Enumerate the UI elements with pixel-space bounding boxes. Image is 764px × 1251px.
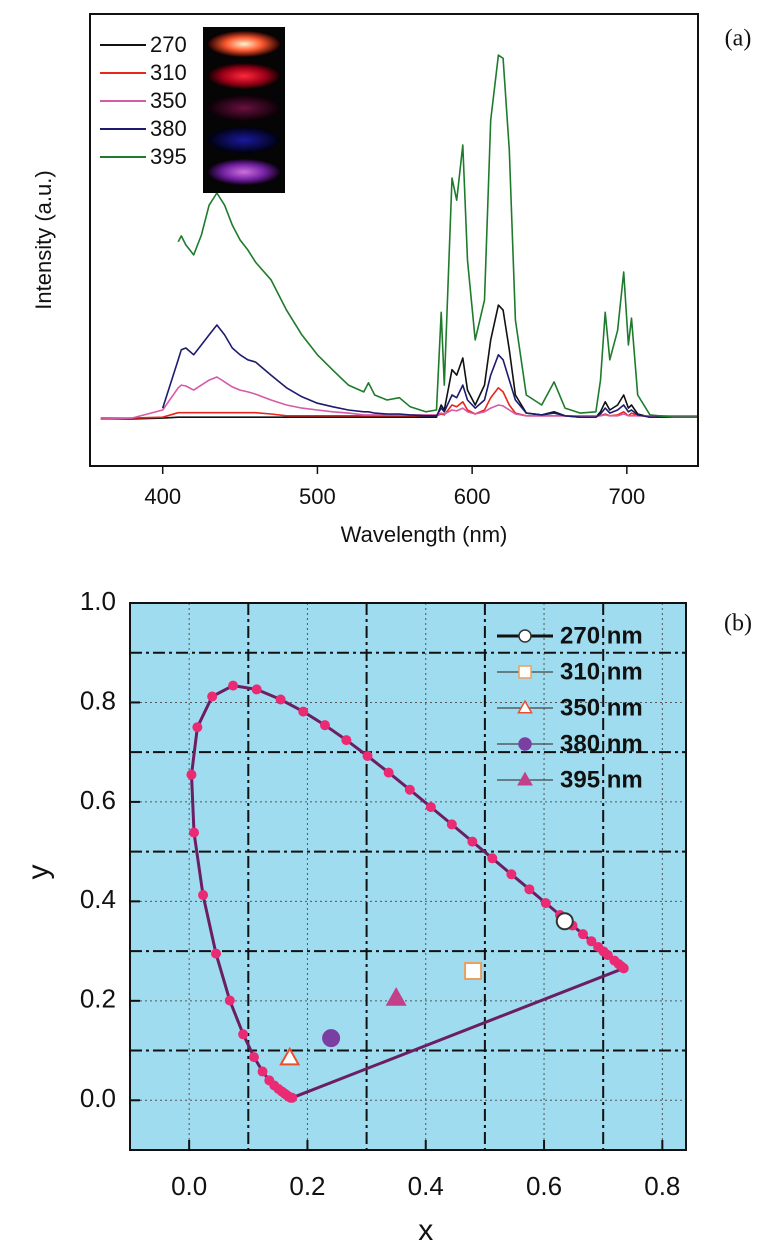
legend-marker xyxy=(518,737,532,751)
locus-point xyxy=(506,869,517,880)
locus-point xyxy=(467,836,478,847)
locus-point xyxy=(251,684,262,695)
series-line xyxy=(100,304,698,420)
marker xyxy=(555,912,574,931)
locus-point xyxy=(186,769,197,780)
locus-point xyxy=(238,1029,249,1040)
locus-point xyxy=(188,827,199,838)
legend-label: 270 nm xyxy=(560,622,643,649)
locus-point xyxy=(192,722,203,733)
legend-marker xyxy=(518,629,532,643)
photo xyxy=(208,127,280,153)
locus-point xyxy=(224,995,235,1006)
y-tick-label: 0.4 xyxy=(80,884,116,914)
plot-frame xyxy=(89,13,699,467)
locus-point xyxy=(264,1075,275,1086)
locus-point xyxy=(586,936,597,947)
locus-point xyxy=(602,950,613,961)
legend-label: 350 nm xyxy=(560,694,643,721)
locus-point xyxy=(319,720,330,731)
marker xyxy=(464,961,483,980)
y-tick-label: 0.2 xyxy=(80,984,116,1014)
legend-marker xyxy=(517,699,533,714)
x-tick-label: 0.0 xyxy=(171,1171,207,1201)
y-tick-label: 0.0 xyxy=(80,1083,116,1113)
x-tick-label: 400 xyxy=(144,484,181,509)
x-tick-label: 500 xyxy=(299,484,336,509)
y-tick-label: 0.6 xyxy=(80,785,116,815)
locus-point xyxy=(425,802,436,813)
locus-point xyxy=(341,735,352,746)
locus-point xyxy=(298,706,309,717)
legend-label: 310 xyxy=(150,60,187,85)
x-tick-label: 0.6 xyxy=(526,1171,562,1201)
legend-label: 380 xyxy=(150,116,187,141)
photo xyxy=(208,159,280,185)
legend-label: 395 nm xyxy=(560,766,643,793)
marker xyxy=(322,1029,341,1048)
legend-marker xyxy=(518,665,532,679)
x-tick-label: 0.4 xyxy=(408,1171,444,1201)
locus-point xyxy=(248,1052,259,1063)
locus-point xyxy=(618,963,629,974)
y-tick-label: 0.8 xyxy=(80,685,116,715)
legend-label: 310 nm xyxy=(560,658,643,685)
locus-point xyxy=(207,691,218,702)
inset-photos xyxy=(203,27,285,193)
marker xyxy=(279,1046,301,1066)
panel-label: (a) xyxy=(725,26,752,52)
legend-label: 380 nm xyxy=(560,730,643,757)
x-tick-label: 700 xyxy=(608,484,645,509)
x-axis-label: x xyxy=(418,1214,433,1247)
legend-label: 395 xyxy=(150,144,187,169)
locus-point xyxy=(275,694,286,705)
legend-label: 350 xyxy=(150,88,187,113)
locus-point xyxy=(404,784,415,795)
plot-background xyxy=(130,603,686,1150)
legend-marker xyxy=(517,771,533,786)
locus-point xyxy=(257,1066,268,1077)
locus-point xyxy=(228,680,239,691)
series-line xyxy=(161,324,698,418)
legend-label: 270 xyxy=(150,32,187,57)
series-line xyxy=(100,376,698,420)
locus-point xyxy=(383,767,394,778)
locus-point xyxy=(198,890,209,901)
y-axis-label: Intensity (a.u.) xyxy=(31,170,56,309)
locus-point xyxy=(362,751,373,762)
marker xyxy=(385,987,407,1006)
locus-point xyxy=(487,853,498,864)
photo xyxy=(208,31,280,57)
x-tick-label: 0.8 xyxy=(644,1171,680,1201)
locus-point xyxy=(524,884,535,895)
locus-point xyxy=(446,819,457,830)
y-axis-label: y xyxy=(22,865,55,880)
y-tick-label: 1.0 xyxy=(80,586,116,616)
photo xyxy=(208,63,280,89)
photo xyxy=(208,95,280,121)
panel-label: (b) xyxy=(724,611,752,637)
series-line xyxy=(177,54,698,418)
x-tick-label: 600 xyxy=(454,484,491,509)
locus-point xyxy=(540,898,551,909)
x-axis-label: Wavelength (nm) xyxy=(341,522,508,547)
locus-point xyxy=(577,929,588,940)
plot-frame xyxy=(129,602,687,1151)
locus-point xyxy=(211,948,222,959)
x-tick-label: 0.2 xyxy=(289,1171,325,1201)
